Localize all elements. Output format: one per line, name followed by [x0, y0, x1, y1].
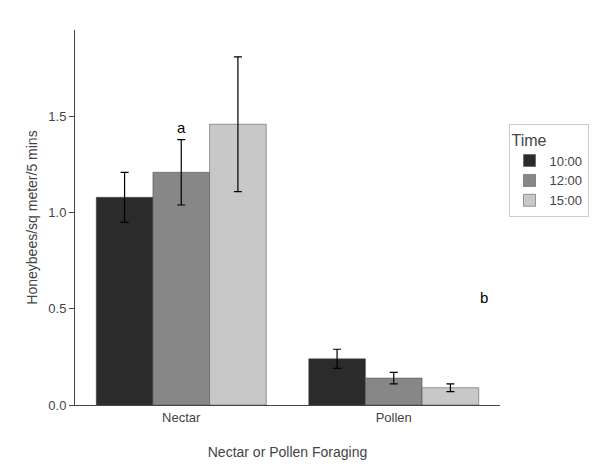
svg-text:Nectar or Pollen Foraging: Nectar or Pollen Foraging [208, 444, 368, 460]
svg-text:10:00: 10:00 [550, 154, 583, 169]
svg-text:b: b [480, 289, 488, 306]
svg-text:1.0: 1.0 [48, 205, 66, 220]
svg-text:Time: Time [512, 132, 547, 149]
svg-text:a: a [177, 119, 186, 136]
svg-text:15:00: 15:00 [550, 193, 583, 208]
svg-text:0.5: 0.5 [48, 301, 66, 316]
svg-text:Nectar: Nectar [162, 410, 201, 425]
svg-text:0.0: 0.0 [48, 398, 66, 413]
svg-text:12:00: 12:00 [550, 173, 583, 188]
svg-text:1.5: 1.5 [48, 109, 66, 124]
svg-text:Honeybees/sq meter/5 mins: Honeybees/sq meter/5 mins [24, 130, 40, 304]
svg-text:Pollen: Pollen [376, 410, 412, 425]
